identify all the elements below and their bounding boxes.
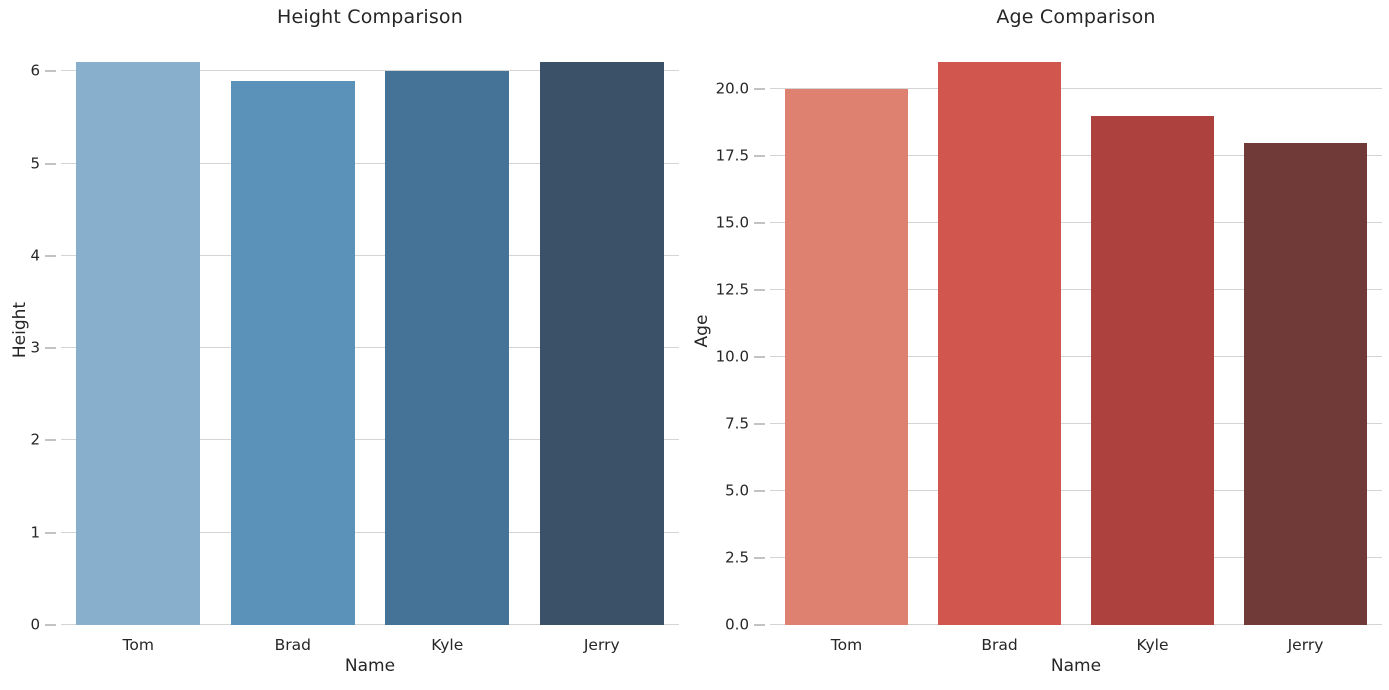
bars-group <box>61 34 679 625</box>
gridline <box>61 439 679 441</box>
y-tick-mark <box>754 556 765 559</box>
y-tick-label: 2 <box>30 430 40 449</box>
y-tick-mark <box>754 288 765 291</box>
gridline <box>61 531 679 533</box>
y-tick-label: 7.5 <box>725 414 749 433</box>
y-tick-label: 10.0 <box>715 347 749 366</box>
y-axis-label: Age <box>692 314 712 348</box>
bar-kyle <box>385 71 510 625</box>
bar-cell-kyle <box>370 34 525 625</box>
plot-area <box>61 34 679 625</box>
bar-jerry <box>1244 142 1367 625</box>
gridline <box>770 288 1382 290</box>
y-tick-label: 2.5 <box>725 548 749 567</box>
gridline <box>61 254 679 256</box>
x-tick-label-brad: Brad <box>981 636 1018 654</box>
x-tick-label-jerry: Jerry <box>583 636 620 654</box>
y-tick-label: 5 <box>30 154 40 173</box>
gridline <box>770 221 1382 223</box>
x-tick-label-tom: Tom <box>830 636 863 654</box>
y-tick-mark <box>754 154 765 157</box>
plot-area <box>770 34 1382 625</box>
y-tick-mark <box>754 87 765 90</box>
x-tick-label-tom: Tom <box>122 636 154 654</box>
chart-height-comparison: Height Comparison Height Name 0 1 2 3 4 5 6 Tom… <box>0 0 694 690</box>
gridline <box>61 162 679 164</box>
x-tick-label-jerry: Jerry <box>1287 636 1324 654</box>
y-tick-label: 0 <box>30 615 40 634</box>
bar-brad <box>230 80 355 625</box>
y-tick-label: 12.5 <box>715 280 749 299</box>
y-tick-mark <box>45 162 56 165</box>
gridline <box>770 422 1382 424</box>
y-tick-mark <box>45 624 56 626</box>
gridline <box>770 490 1382 491</box>
x-tick-label-kyle: Kyle <box>1136 636 1169 654</box>
gridline <box>61 70 679 72</box>
chart-title: Height Comparison <box>276 6 463 28</box>
bar-cell-brad <box>216 34 371 625</box>
y-tick-mark <box>45 531 56 534</box>
y-tick-label: 1 <box>30 523 40 542</box>
y-tick-label: 6 <box>30 61 40 80</box>
y-tick-mark <box>754 221 765 224</box>
gridline <box>61 624 679 625</box>
bar-cell-jerry <box>525 34 680 625</box>
gridline <box>770 87 1382 89</box>
y-tick-label: 0.0 <box>725 615 749 634</box>
bar-tom <box>785 88 908 625</box>
x-tick-label-brad: Brad <box>274 636 311 654</box>
x-axis-label: Name <box>1050 656 1102 676</box>
chart-title: Age Comparison <box>996 6 1156 28</box>
y-tick-label: 5.0 <box>725 481 749 500</box>
y-tick-mark <box>45 70 56 73</box>
y-tick-mark <box>45 254 56 257</box>
gridline <box>770 154 1382 156</box>
gridline <box>770 355 1382 357</box>
y-tick-mark <box>45 347 56 350</box>
gridline <box>770 557 1382 558</box>
y-tick-label: 17.5 <box>715 146 749 165</box>
y-tick-mark <box>45 439 56 442</box>
chart-age-comparison: Age Comparison Age Name 0.0 2.5 5.0 7.5 10.0… <box>692 0 1389 690</box>
y-tick-label: 3 <box>30 338 40 357</box>
bar-cell-tom <box>61 34 216 625</box>
bar-cell-brad <box>923 34 1076 625</box>
bar-brad <box>938 62 1061 625</box>
bar-cell-kyle <box>1076 34 1229 625</box>
y-tick-mark <box>754 489 765 492</box>
bar-cell-tom <box>770 34 923 625</box>
gridline <box>61 347 679 349</box>
gridline <box>770 624 1382 625</box>
bar-kyle <box>1091 115 1214 625</box>
bar-tom <box>76 62 201 625</box>
y-tick-label: 4 <box>30 246 40 265</box>
y-tick-mark <box>754 624 765 626</box>
x-tick-label-kyle: Kyle <box>431 636 464 654</box>
bars-group <box>770 34 1382 625</box>
bar-cell-jerry <box>1229 34 1382 625</box>
bar-jerry <box>539 62 664 625</box>
y-tick-mark <box>754 422 765 425</box>
y-tick-label: 15.0 <box>715 213 749 232</box>
y-tick-mark <box>754 355 765 358</box>
y-tick-label: 20.0 <box>715 79 749 98</box>
x-axis-label: Name <box>344 656 396 676</box>
